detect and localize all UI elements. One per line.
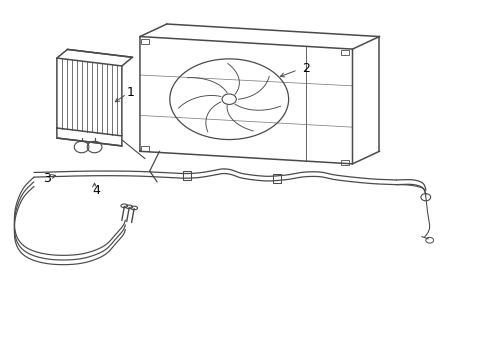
Bar [341,50,349,55]
Text: 3: 3 [43,172,51,185]
Bar [141,146,149,151]
Text: 2: 2 [302,62,310,75]
Text: 1: 1 [126,86,134,99]
Bar [341,160,349,165]
Bar [183,171,191,180]
Bar [141,39,149,44]
Bar [273,174,281,183]
Text: 4: 4 [92,184,100,197]
